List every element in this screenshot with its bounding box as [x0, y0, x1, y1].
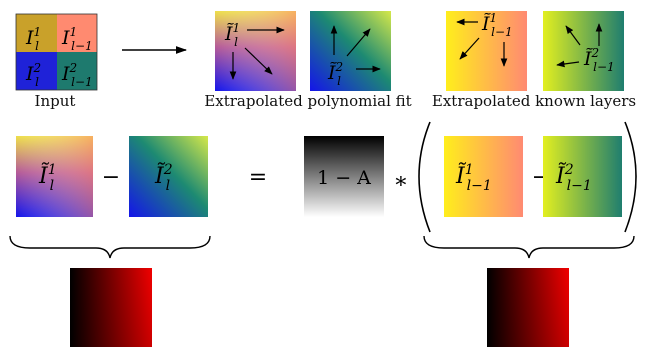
equation-rhs-square-1: Ĩ1 l−1	[444, 136, 523, 217]
svg-text:1 − A: 1 − A	[317, 167, 371, 189]
svg-text:Ĩ2l: Ĩ2 l	[154, 161, 173, 194]
right-paren	[624, 121, 637, 233]
input-cell-top-right	[57, 14, 97, 52]
underbrace-left	[9, 235, 211, 259]
input-label-I-lm1-2: I2 l−1	[61, 61, 93, 89]
input-grid: I1 l I1 l−1 I2 l I2 l−1	[15, 13, 98, 91]
svg-text:Ĩ2l−1: Ĩ2 l−1	[583, 46, 615, 74]
underbrace-right	[423, 235, 635, 259]
svg-text:Ĩ1l−1: Ĩ1 l−1	[455, 161, 492, 194]
input-cell-top-left	[16, 14, 57, 52]
input-label-I-l-1: I1 l	[25, 25, 41, 53]
equation-lhs-square-2: Ĩ2 l	[129, 136, 208, 217]
caption-known-layers: Extrapolated known layers	[432, 92, 636, 110]
input-label-I-l-2: I2 l	[25, 61, 41, 89]
left-paren	[418, 121, 431, 233]
result-square-right	[487, 268, 569, 347]
svg-text:Ĩ2l−1: Ĩ2 l−1	[555, 161, 592, 194]
result-square-left	[70, 268, 152, 347]
equals-sign: =	[249, 165, 267, 190]
svg-text:Ĩ1l: Ĩ1 l	[38, 161, 57, 194]
equation-lhs-square-1: Ĩ1 l	[16, 136, 93, 217]
equation-rhs-square-2: Ĩ2 l−1	[543, 136, 622, 217]
input-label-I-lm1-1: I1 l−1	[61, 25, 93, 53]
input-cell-bottom-right	[57, 52, 97, 90]
poly-fit-square-2: Ĩ2 l	[310, 11, 391, 91]
svg-text:Ĩ1l: Ĩ1 l	[224, 21, 240, 49]
minus-sign: −	[102, 165, 120, 190]
caption-poly-fit: Extrapolated polynomial fit	[204, 92, 411, 110]
known-layer-square-2: Ĩ2 l−1	[543, 11, 624, 91]
one-minus-alpha-square: 1 − A	[304, 136, 384, 217]
svg-text:Ĩ1l−1: Ĩ1 l−1	[481, 11, 513, 39]
svg-text:Ĩ2l: Ĩ2 l	[327, 60, 343, 88]
input-cell-bottom-left	[16, 52, 57, 90]
poly-fit-square-1: Ĩ1 l	[215, 11, 296, 91]
caption-input: Input	[35, 92, 76, 110]
times-sign: ∗	[394, 169, 409, 194]
known-layer-square-1: Ĩ1 l−1	[446, 11, 527, 91]
